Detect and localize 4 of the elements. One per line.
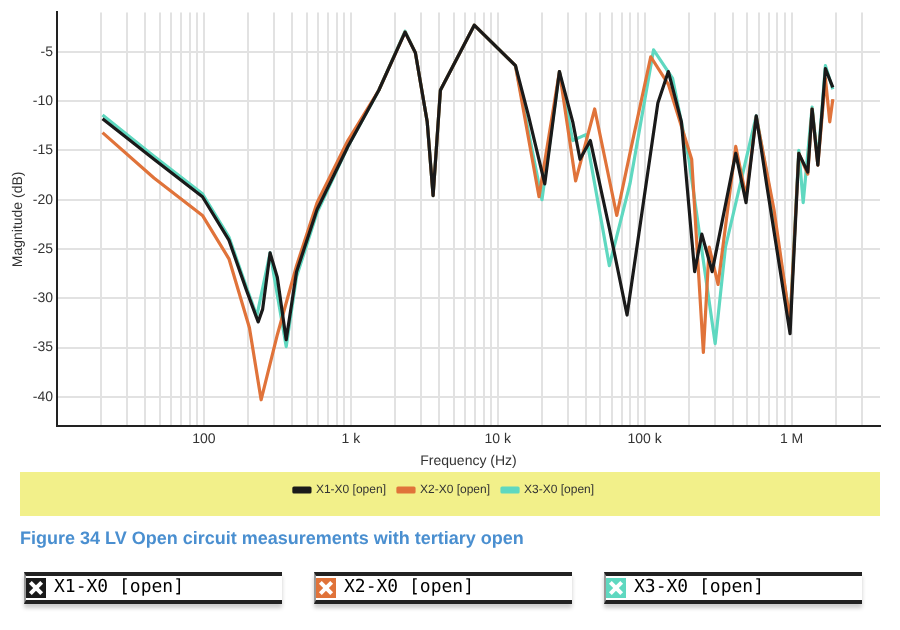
text: X3-X0 [open]	[634, 578, 765, 598]
text: X2-X0 [open]	[344, 578, 475, 598]
caption: Figure 34 LV Open circuit measurements with tertiary open	[20, 528, 526, 548]
text: X1-X0 [open]	[54, 578, 185, 598]
